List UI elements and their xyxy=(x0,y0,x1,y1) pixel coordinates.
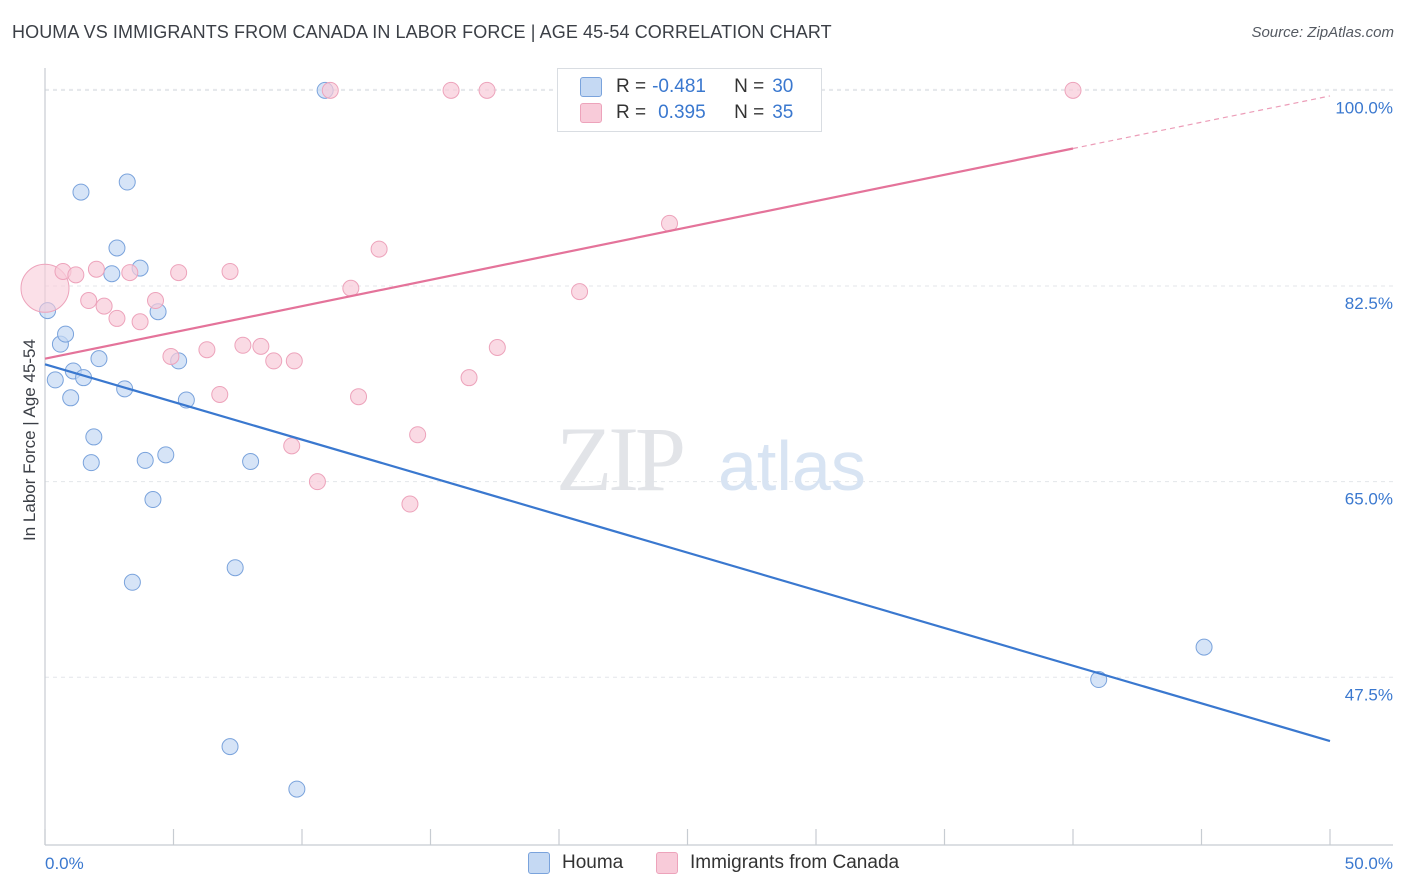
grid-lines xyxy=(45,88,1393,678)
canada-point xyxy=(308,473,326,491)
canada-point xyxy=(460,369,478,387)
canada-point xyxy=(80,292,98,310)
canada-point xyxy=(234,336,252,354)
canada-point xyxy=(442,81,460,99)
canada-point xyxy=(265,352,283,370)
canada-point xyxy=(283,437,301,455)
canada-point xyxy=(170,264,188,282)
houma-point xyxy=(46,371,64,389)
y-tick-label: 47.5% xyxy=(1345,685,1393,704)
canada-trend-extension xyxy=(1072,95,1331,150)
canada-point xyxy=(478,81,496,99)
y-tick-label: 100.0% xyxy=(1335,98,1393,117)
canada-point xyxy=(198,341,216,359)
y-axis-label: In Labor Force | Age 45-54 xyxy=(20,339,39,541)
x-tick-label: 50.0% xyxy=(1345,854,1393,873)
chart-title: HOUMA VS IMMIGRANTS FROM CANADA IN LABOR… xyxy=(12,22,832,42)
canada-point xyxy=(95,297,113,315)
legend-swatch-houma xyxy=(528,852,550,874)
houma-point xyxy=(1090,671,1108,689)
canada-point xyxy=(252,337,270,355)
canada-point xyxy=(211,385,229,403)
houma-point xyxy=(108,239,126,257)
y-tick-label: 82.5% xyxy=(1345,294,1393,313)
r-label: R = xyxy=(616,76,647,97)
canada-point xyxy=(131,313,149,331)
houma-point xyxy=(136,451,154,469)
houma-point xyxy=(157,446,175,464)
houma-point xyxy=(144,491,162,509)
houma-point xyxy=(57,325,75,343)
n-label: N = xyxy=(734,76,765,97)
r-value: -0.481 xyxy=(652,76,706,97)
houma-point xyxy=(123,573,141,591)
houma-swatch xyxy=(580,77,602,97)
canada-point xyxy=(409,426,427,444)
houma-point xyxy=(90,350,108,368)
trend-lines xyxy=(44,95,1331,743)
canada-point xyxy=(147,292,165,310)
canada-point xyxy=(370,240,388,258)
canada-trend-line xyxy=(44,147,1074,360)
canada-point xyxy=(67,266,85,284)
canada-point xyxy=(285,352,303,370)
legend-label-houma: Houma xyxy=(562,852,624,873)
houma-point xyxy=(82,454,100,472)
legend-item-houma[interactable]: Houma xyxy=(528,852,623,874)
houma-point xyxy=(1195,638,1213,656)
legend-swatch-canada xyxy=(656,852,678,874)
canada-swatch xyxy=(580,103,602,123)
canada-point xyxy=(121,264,139,282)
x-tick-label: 0.0% xyxy=(45,854,84,873)
stats-row-houma: R = -0.481 N = 30 xyxy=(580,75,793,99)
houma-point xyxy=(85,428,103,446)
legend-item-canada[interactable]: Immigrants from Canada xyxy=(656,852,899,874)
r-value: 0.395 xyxy=(658,102,706,123)
canada-point xyxy=(571,283,589,301)
canada-point xyxy=(401,495,419,513)
houma-trend-line xyxy=(44,363,1331,743)
canada-point xyxy=(87,260,105,278)
watermark-atlas: atlas xyxy=(718,427,866,505)
houma-point xyxy=(226,559,244,577)
canada-point xyxy=(350,388,368,406)
n-value: 35 xyxy=(772,102,794,123)
r-label: R = xyxy=(616,102,647,123)
canada-point xyxy=(108,309,126,327)
canada-point xyxy=(342,279,360,297)
tick-labels: 47.5% 65.0% 82.5% 100.0% 0.0% 50.0% xyxy=(45,98,1393,873)
houma-point xyxy=(221,738,239,756)
y-tick-label: 65.0% xyxy=(1345,490,1393,509)
stats-row-canada: R = 0.395 N = 35 xyxy=(580,101,793,125)
watermark: ZIP atlas xyxy=(556,408,866,510)
canada-point xyxy=(162,347,180,365)
series-legend: Houma Immigrants from Canada xyxy=(0,852,1406,876)
houma-point xyxy=(103,265,121,283)
houma-point xyxy=(62,389,80,407)
stats-legend: R = -0.481 N = 30 R = 0.395 N = 35 xyxy=(557,68,822,132)
canada-point xyxy=(488,338,506,356)
n-value: 30 xyxy=(772,76,794,97)
legend-label-canada: Immigrants from Canada xyxy=(690,852,900,873)
houma-point xyxy=(288,780,306,798)
watermark-zip: ZIP xyxy=(556,408,683,510)
houma-point xyxy=(118,173,136,191)
houma-point xyxy=(72,183,90,201)
houma-point xyxy=(242,453,260,471)
data-points xyxy=(20,81,1213,798)
canada-point xyxy=(321,81,339,99)
canada-point xyxy=(221,262,239,280)
n-label: N = xyxy=(734,102,765,123)
axes xyxy=(44,68,1393,846)
canada-point xyxy=(1064,81,1082,99)
source-credit: Source: ZipAtlas.com xyxy=(1251,24,1394,41)
